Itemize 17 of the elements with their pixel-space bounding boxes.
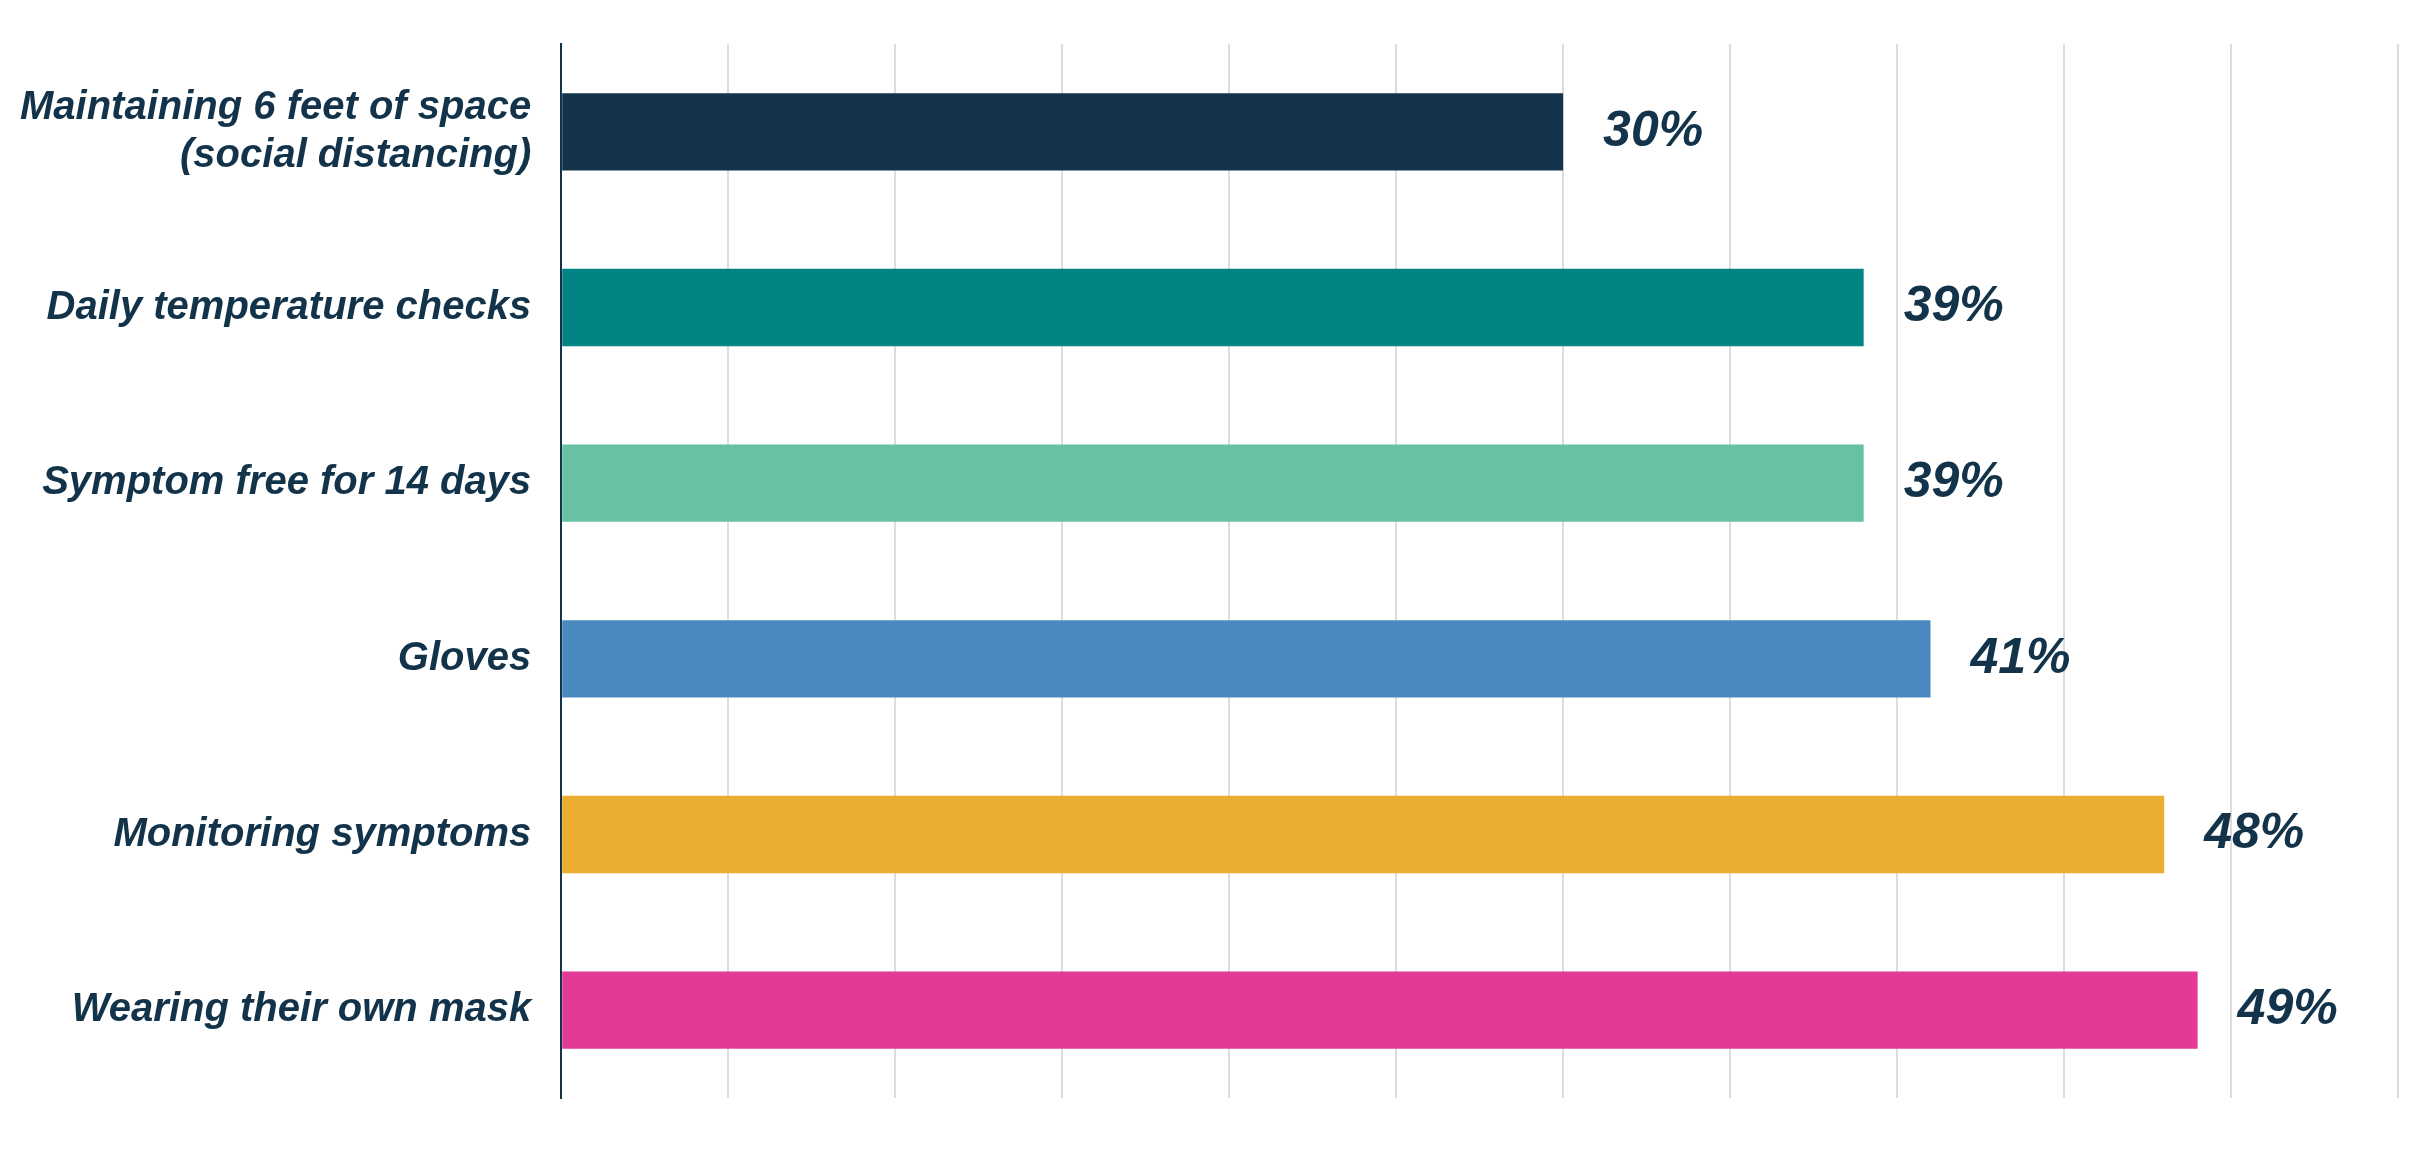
data-label: 39%: [1903, 276, 2004, 333]
data-label: 30%: [1603, 100, 1704, 157]
y-tick-label: Monitoring symptoms: [113, 809, 532, 854]
data-label: 48%: [2203, 803, 2305, 860]
data-label: 49%: [2236, 978, 2338, 1035]
bar: [562, 444, 1864, 522]
y-tick-label: Daily temperature checks: [46, 282, 532, 327]
data-label: 39%: [1903, 451, 2004, 508]
data-label: 41%: [1969, 627, 2071, 684]
bar: [562, 795, 2165, 874]
y-tick-label: Gloves: [397, 633, 532, 678]
bar: [562, 268, 1864, 347]
y-tick-label: Symptom free for 14 days: [42, 458, 532, 503]
bar: [562, 620, 1931, 698]
y-tick-label: Wearing their own mask: [71, 985, 533, 1030]
bar: [562, 971, 2198, 1049]
y-tick-label: Maintaining 6 feet of space (social distancing): [19, 82, 532, 175]
